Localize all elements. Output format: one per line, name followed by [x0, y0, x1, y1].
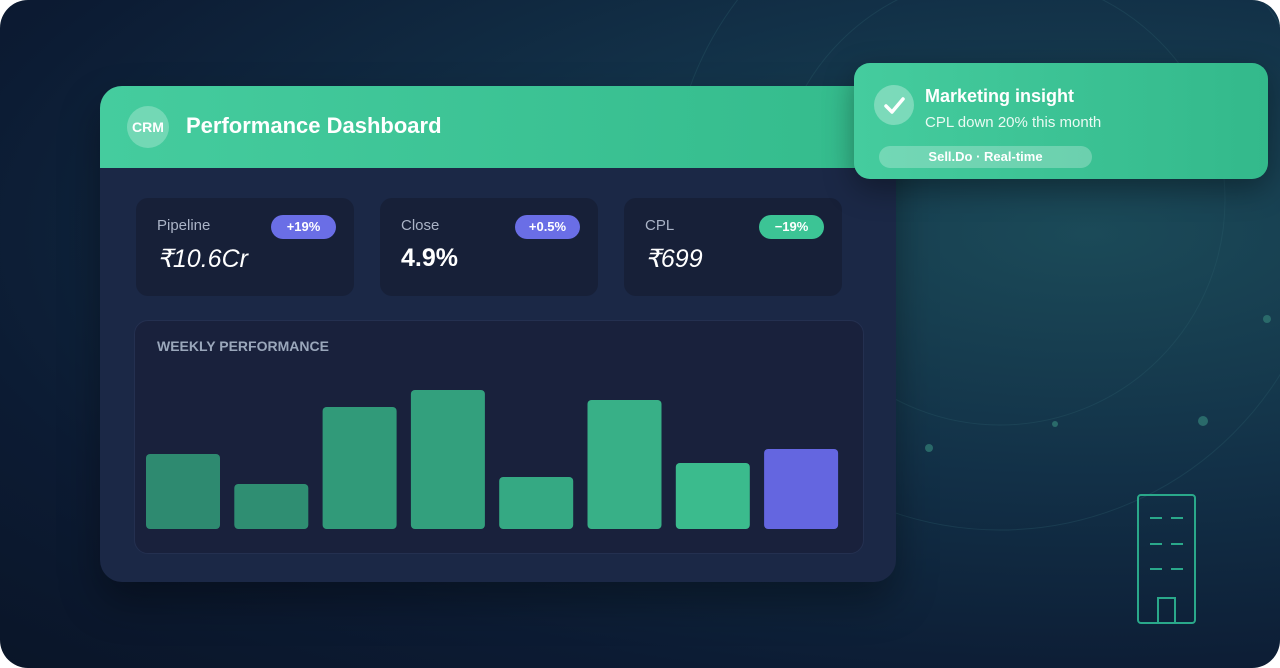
kpi-card: CPL ₹699 −19%: [624, 198, 842, 296]
bar: [410, 390, 485, 529]
notification-tag: Sell.Do · Real-time: [879, 146, 1092, 168]
kpi-value: ₹699: [645, 245, 703, 273]
dot: [1263, 315, 1271, 323]
kpi-label: Pipeline: [157, 217, 211, 234]
bar: [234, 484, 309, 529]
kpi-card: Close 4.9% +0.5%: [380, 198, 598, 296]
bar: [675, 463, 750, 529]
kpi-label: Close: [401, 217, 440, 234]
header-title: Performance Dashboard: [186, 113, 442, 138]
kpi-value: 4.9%: [401, 244, 458, 272]
kpi-value: ₹10.6Cr: [157, 245, 248, 273]
chart-panel: WEEKLY PERFORMANCE: [134, 320, 864, 554]
header: CRM Performance Dashboard: [100, 86, 896, 168]
kpi-badge: +0.5%: [515, 215, 580, 239]
bar: [146, 454, 220, 529]
check-mark: [884, 97, 905, 114]
chart: [146, 390, 839, 529]
dot: [1198, 416, 1208, 426]
chart-title: WEEKLY PERFORMANCE: [157, 338, 329, 354]
kpi-card: Pipeline ₹10.6Cr +19%: [136, 198, 354, 296]
kpi-badge: +19%: [271, 215, 336, 239]
logo: CRM: [127, 106, 169, 148]
notification-title: Marketing insight: [925, 86, 1075, 106]
bar: [587, 400, 662, 529]
kpi-label: CPL: [645, 217, 675, 234]
dot: [925, 444, 933, 452]
bar: [499, 477, 574, 529]
building-icon: [1137, 494, 1196, 624]
bar: [764, 449, 839, 529]
bar: [322, 407, 397, 529]
notification-text: CPL down 20% this month: [925, 114, 1102, 131]
check-icon: [874, 85, 914, 125]
dot: [1052, 421, 1058, 427]
dashboard-card: CRM Performance Dashboard Pipeline ₹10.6…: [100, 86, 896, 582]
notification: Marketing insight CPL down 20% this mont…: [854, 63, 1268, 179]
kpi-badge: −19%: [759, 215, 824, 239]
